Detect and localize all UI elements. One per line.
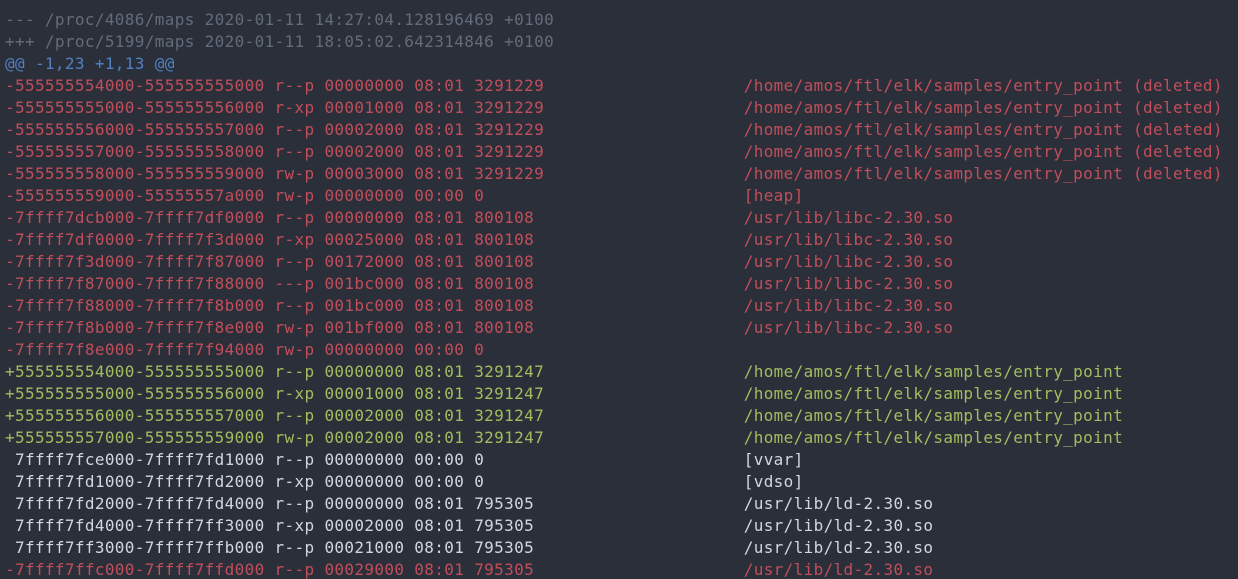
diff-line: -7ffff7f87000-7ffff7f88000 ---p 001bc000… — [5, 274, 954, 293]
diff-line: -7ffff7ffc000-7ffff7ffd000 r--p 00029000… — [5, 560, 934, 579]
diff-line: -7ffff7f8e000-7ffff7f94000 rw-p 00000000… — [5, 340, 485, 359]
diff-line: -7ffff7f3d000-7ffff7f87000 r--p 00172000… — [5, 252, 954, 271]
diff-line: -7ffff7dcb000-7ffff7df0000 r--p 00000000… — [5, 208, 954, 227]
diff-line: 7ffff7fd1000-7ffff7fd2000 r-xp 00000000 … — [5, 472, 804, 491]
diff-line: +555555556000-555555557000 r--p 00002000… — [5, 406, 1124, 425]
diff-line: -555555554000-555555555000 r--p 00000000… — [5, 76, 1223, 95]
diff-line: -7ffff7f8b000-7ffff7f8e000 rw-p 001bf000… — [5, 318, 954, 337]
diff-line: -555555558000-555555559000 rw-p 00003000… — [5, 164, 1223, 183]
diff-line: -555555555000-555555556000 r-xp 00001000… — [5, 98, 1223, 117]
diff-line: +++ /proc/5199/maps 2020-01-11 18:05:02.… — [5, 32, 555, 51]
diff-line: 7ffff7ff3000-7ffff7ffb000 r--p 00021000 … — [5, 538, 934, 557]
diff-line: 7ffff7fd4000-7ffff7ff3000 r-xp 00002000 … — [5, 516, 934, 535]
diff-line: -555555559000-55555557a000 rw-p 00000000… — [5, 186, 804, 205]
diff-line: 7ffff7fd2000-7ffff7fd4000 r--p 00000000 … — [5, 494, 934, 513]
diff-line: -7ffff7df0000-7ffff7f3d000 r-xp 00025000… — [5, 230, 954, 249]
diff-line: +555555557000-555555559000 rw-p 00002000… — [5, 428, 1124, 447]
diff-line: @@ -1,23 +1,13 @@ — [5, 54, 175, 73]
diff-line: -555555557000-555555558000 r--p 00002000… — [5, 142, 1223, 161]
diff-line: -7ffff7f88000-7ffff7f8b000 r--p 001bc000… — [5, 296, 954, 315]
diff-line: +555555555000-555555556000 r-xp 00001000… — [5, 384, 1124, 403]
diff-line: 7ffff7fce000-7ffff7fd1000 r--p 00000000 … — [5, 450, 804, 469]
diff-line: +555555554000-555555555000 r--p 00000000… — [5, 362, 1124, 381]
diff-line: --- /proc/4086/maps 2020-01-11 14:27:04.… — [5, 10, 555, 29]
diff-line: -555555556000-555555557000 r--p 00002000… — [5, 120, 1223, 139]
